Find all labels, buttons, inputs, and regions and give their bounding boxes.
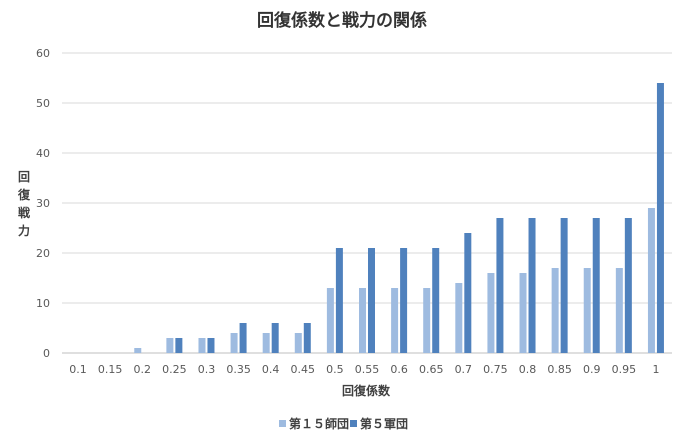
x-tick-label: 1 xyxy=(652,363,659,376)
x-tick-label: 0.45 xyxy=(291,363,316,376)
y-axis-label-char: 力 xyxy=(18,223,30,238)
bar-series-2 xyxy=(335,248,343,353)
bar-series-2 xyxy=(656,83,664,353)
bar-series-1 xyxy=(647,208,655,353)
x-tick-label: 0.5 xyxy=(326,363,344,376)
bar-series-2 xyxy=(271,323,279,353)
x-tick-label: 0.75 xyxy=(483,363,508,376)
bars xyxy=(134,83,664,353)
y-tick-label: 40 xyxy=(36,147,50,160)
bar-series-1 xyxy=(583,268,591,353)
legend-swatch xyxy=(350,420,357,427)
bar-series-1 xyxy=(455,283,463,353)
y-tick-label: 30 xyxy=(36,197,50,210)
x-tick-label: 0.25 xyxy=(162,363,187,376)
x-tick-label: 0.15 xyxy=(98,363,123,376)
bar-series-2 xyxy=(207,338,215,353)
bar-series-2 xyxy=(432,248,440,353)
x-tick-label: 0.6 xyxy=(390,363,408,376)
bar-series-2 xyxy=(496,218,504,353)
legend: 第１５師団 第５軍団 xyxy=(279,416,408,431)
x-tick-label: 0.9 xyxy=(583,363,601,376)
bar-series-2 xyxy=(624,218,632,353)
y-axis-label-char: 戦 xyxy=(18,205,31,220)
bar-series-2 xyxy=(592,218,600,353)
y-tick-label: 10 xyxy=(36,297,50,310)
bar-series-1 xyxy=(134,348,142,353)
bar-series-2 xyxy=(239,323,247,353)
x-tick-label: 0.2 xyxy=(134,363,152,376)
y-tick-label: 50 xyxy=(36,97,50,110)
bar-series-2 xyxy=(560,218,568,353)
x-tick-label: 0.55 xyxy=(355,363,380,376)
y-tick-label: 0 xyxy=(43,347,50,360)
bar-series-1 xyxy=(519,273,527,353)
x-tick-label: 0.95 xyxy=(612,363,637,376)
bar-series-2 xyxy=(175,338,183,353)
y-axis-label-char: 復 xyxy=(17,187,31,202)
x-tick-label: 0.85 xyxy=(547,363,572,376)
x-axis-label: 回復係数 xyxy=(342,383,391,398)
bar-series-1 xyxy=(262,333,270,353)
x-tick-label: 0.35 xyxy=(226,363,251,376)
x-tick-label: 0.4 xyxy=(262,363,280,376)
x-tick-label: 0.65 xyxy=(419,363,444,376)
x-tick-label: 0.3 xyxy=(198,363,216,376)
legend-label: 第１５師団 xyxy=(289,416,349,431)
y-tick-label: 60 xyxy=(36,47,50,60)
bar-series-1 xyxy=(423,288,431,353)
legend-label: 第５軍団 xyxy=(360,416,408,431)
bar-series-2 xyxy=(528,218,536,353)
bar-series-1 xyxy=(166,338,174,353)
bar-series-2 xyxy=(303,323,311,353)
bar-series-2 xyxy=(464,233,472,353)
x-tick-label: 0.1 xyxy=(69,363,87,376)
bar-series-1 xyxy=(198,338,206,353)
legend-swatch xyxy=(279,420,286,427)
y-axis-ticks: 0 10 20 30 40 50 60 xyxy=(36,47,50,360)
bar-series-1 xyxy=(326,288,334,353)
bar-series-2 xyxy=(400,248,408,353)
bar-series-1 xyxy=(230,333,238,353)
x-tick-label: 0.8 xyxy=(519,363,537,376)
gridlines xyxy=(62,52,672,354)
bar-series-2 xyxy=(368,248,375,353)
chart-title: 回復係数と戦力の関係 xyxy=(257,10,427,31)
bar-series-1 xyxy=(615,268,623,353)
y-tick-label: 20 xyxy=(36,247,50,260)
y-axis-label-char: 回 xyxy=(18,170,30,184)
bar-series-1 xyxy=(391,288,399,353)
x-tick-label: 0.7 xyxy=(455,363,473,376)
bar-series-1 xyxy=(487,273,495,353)
bar-series-1 xyxy=(551,268,559,353)
bar-series-1 xyxy=(359,288,366,353)
x-axis-ticks: 0.1 0.15 0.2 0.25 0.3 0.35 0.4 0.45 0.5 0.55 0.6 0.… xyxy=(69,363,659,376)
bar-series-1 xyxy=(294,333,302,353)
